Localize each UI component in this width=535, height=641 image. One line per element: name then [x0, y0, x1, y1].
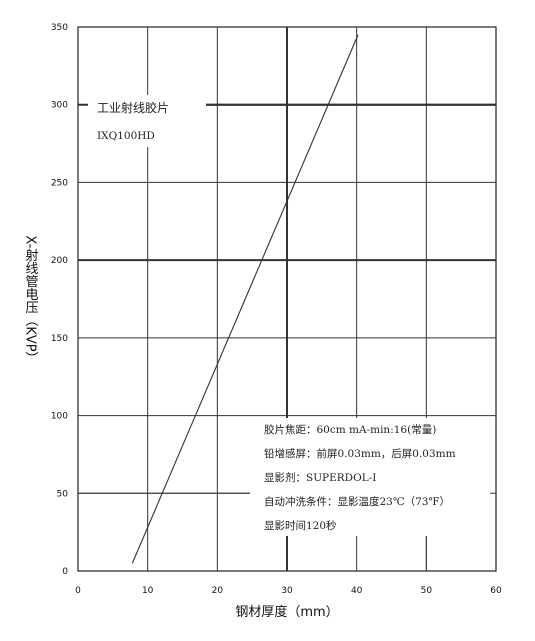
- film-model-label: IXQ100HD: [97, 130, 155, 142]
- x-axis-title: 钢材厚度（mm）: [235, 604, 338, 620]
- x-tick-label: 0: [75, 586, 81, 596]
- y-tick-label: 250: [51, 178, 68, 188]
- y-tick-label: 150: [51, 334, 68, 344]
- y-tick-label: 100: [51, 412, 68, 422]
- y-tick-label: 300: [51, 101, 68, 111]
- y-tick-label: 50: [57, 489, 69, 499]
- condition-line-3: 显影剂：SUPERDOL-I: [264, 471, 376, 484]
- condition-line-4: 自动冲洗条件：显影温度23℃（73℉）: [264, 495, 450, 508]
- film-type-label: 工业射线胶片: [97, 100, 169, 115]
- condition-line-2: 铅增感屏：前屏0.03mm，后屏0.03mm: [264, 447, 456, 460]
- series-group: [131, 34, 359, 564]
- x-tick-label: 50: [421, 586, 433, 596]
- y-tick-label: 200: [51, 256, 68, 266]
- x-tick-label: 30: [281, 586, 293, 596]
- tick-labels: 0 10 20 30 40 50 60 0 50 100 150 200 250 300 350: [51, 23, 502, 596]
- x-tick-label: 20: [212, 586, 224, 596]
- x-tick-label: 40: [351, 586, 363, 596]
- condition-line-5: 显影时间120秒: [264, 519, 337, 532]
- annotation-box-film: [88, 95, 206, 147]
- y-axis-title: X-射线管电压（KVP）: [23, 235, 39, 364]
- y-tick-label: 350: [51, 23, 68, 33]
- annotation-box-conditions: [250, 418, 490, 536]
- x-tick-label: 10: [142, 586, 154, 596]
- condition-line-1: 胶片焦距：60cm mA-min:16(常量): [264, 423, 436, 436]
- x-tick-label: 60: [490, 586, 502, 596]
- grid: [77, 26, 497, 572]
- y-tick-label: 0: [62, 567, 68, 577]
- series-line: [131, 34, 359, 564]
